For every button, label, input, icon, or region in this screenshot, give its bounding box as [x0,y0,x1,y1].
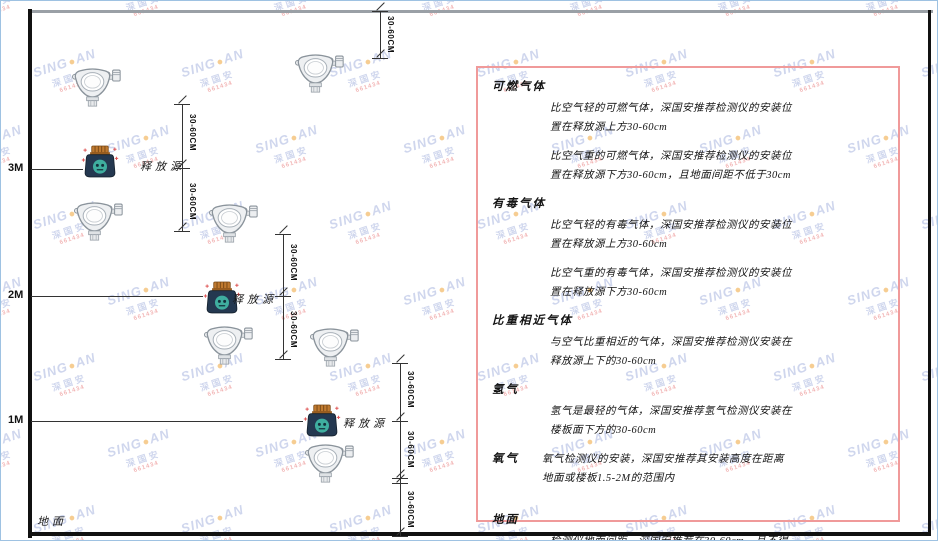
dimension-tick [372,11,388,12]
dimension-tick [275,234,291,235]
section-paragraph: 比空气重的有毒气体，深国安推荐检测仪的安装位置在释放源下方30-60cm [550,268,792,298]
dimension-tick [275,359,291,360]
dimension-tick [174,168,190,169]
gas-detector-below-3m [71,199,123,246]
gas-detector-below-1m [302,441,354,488]
dimension-label: 30-60CM [386,16,395,54]
recommendation-panel: 可燃气体 比空气轻的可燃气体，深国安推荐检测仪的安装位置在释放源上方30-60c… [476,66,900,540]
dimension-tick [174,231,190,232]
dimension-tick [275,296,291,297]
level-line-3m [31,169,83,170]
gas-detector-mid-left [206,201,258,248]
ceiling-line [28,10,933,13]
ground-line [28,532,931,536]
section-title: 氧气 [492,453,519,465]
dimension-tick [174,104,190,105]
ground-label: 地面 [37,516,67,528]
section-ground: 地面 检测仪地面间距，深国安推荐在30-60cm，且不得小于30cm，因为过低容… [492,511,884,540]
section-title: 比重相近气体 [492,315,573,327]
level-label-2m: 2M [8,289,24,301]
section-paragraph: 比空气轻的可燃气体，深国安推荐检测仪的安装位置在释放源上方30-60cm [550,103,792,133]
dimension-tick [392,483,408,484]
dimension-tick [392,536,408,537]
dimension-line-ceiling [380,11,381,58]
dimension-label: 30-60CM [406,431,415,469]
release-source-1m [303,404,341,444]
section-title: 地面 [492,514,519,526]
release-source-3m [81,145,119,185]
section-title: 氢气 [492,384,519,396]
section-oxygen: 氧气 氧气检测仪的安装，深国安推荐其安装高度在距离地面或楼板1.5-2M的范围内 [492,450,884,488]
level-line-2m [31,296,203,297]
dimension-label: 30-60CM [406,491,415,529]
gas-detector-below-2m [201,323,253,370]
section-paragraph: 检测仪地面间距，深国安推荐在30-60cm，且不得小于30cm，因为过低容易水溅… [550,532,795,540]
dimension-label: 30-60CM [188,114,197,152]
section-paragraph: 比空气重的可燃气体，深国安推荐检测仪的安装位置在释放源下方30-60cm，且地面… [550,151,792,181]
section-paragraph: 比空气轻的有毒气体，深国安推荐检测仪的安装位置在释放源上方30-60cm [550,220,792,250]
section-title: 可燃气体 [492,81,546,93]
dimension-label: 30-60CM [406,371,415,409]
section-title: 有毒气体 [492,198,546,210]
section-hydrogen: 氢气 氢气是最轻的气体，深国安推荐氢气检测仪安装在楼板面下方的30-60cm [492,381,884,440]
section-paragraph: 氢气是最轻的气体，深国安推荐氢气检测仪安装在楼板面下方的30-60cm [550,406,792,436]
gas-detector-mid-right [307,325,359,372]
section-paragraph: 氧气检测仪的安装，深国安推荐其安装高度在距离地面或楼板1.5-2M的范围内 [542,454,784,484]
release-source-2m-label: 释放源 [232,294,277,306]
level-label-3m: 3M [8,162,24,174]
dimension-line-1m [400,363,401,536]
release-source-1m-label: 释放源 [343,418,388,430]
section-flammable-gas: 可燃气体 比空气轻的可燃气体，深国安推荐检测仪的安装位置在释放源上方30-60c… [492,78,884,185]
dimension-label: 30-60CM [289,311,298,349]
gas-detector-above-3m [69,65,121,112]
gas-detector-below-ceiling [292,51,344,98]
left-wall-line [28,9,32,538]
level-label-1m: 1M [8,414,24,426]
section-toxic-gas: 有毒气体 比空气轻的有毒气体，深国安推荐检测仪的安装位置在释放源上方30-60c… [492,195,884,302]
section-paragraph: 与空气比重相近的气体，深国安推荐检测仪安装在释放源上下的30-60cm [550,337,792,367]
dimension-label: 30-60CM [289,244,298,282]
section-similar-density-gas: 比重相近气体 与空气比重相近的气体，深国安推荐检测仪安装在释放源上下的30-60… [492,312,884,371]
release-source-3m-label: 释放源 [140,161,185,173]
dimension-tick [372,58,388,59]
level-line-1m [31,421,303,422]
dimension-tick [392,421,408,422]
dimension-tick [392,363,408,364]
dimension-label: 30-60CM [188,183,197,221]
right-wall-line [928,10,931,536]
